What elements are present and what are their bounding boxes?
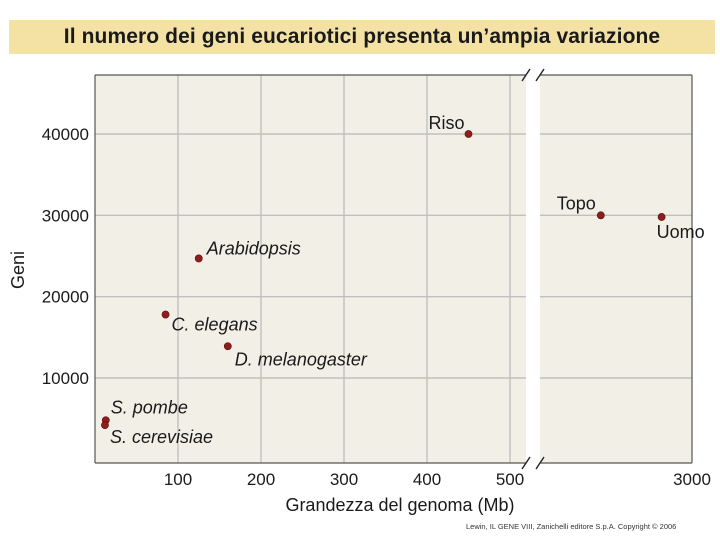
point-label-riso: Riso	[428, 113, 464, 133]
plot-area	[95, 75, 692, 463]
point-label-s-pombe: S. pombe	[111, 397, 188, 417]
chart-title: Il numero dei geni eucariotici presenta …	[63, 25, 661, 48]
y-tick-label: 10000	[42, 369, 89, 388]
x-axis-label: Grandezza del genoma (Mb)	[285, 495, 514, 515]
point-label-c-elegans: C. elegans	[172, 315, 258, 335]
data-point-riso	[464, 130, 473, 138]
title-band: Il numero dei geni eucariotici presenta …	[9, 20, 715, 54]
point-label-topo: Topo	[557, 193, 596, 213]
top-break-mark	[535, 68, 545, 82]
point-label-s-cerevisiae: S. cerevisiae	[110, 427, 213, 447]
top-break-mark	[521, 68, 531, 82]
data-point-uomo	[657, 213, 666, 221]
data-point-arabidopsis	[194, 254, 203, 263]
axis-break-band	[526, 73, 540, 465]
point-label-arabidopsis: Arabidopsis	[206, 238, 301, 258]
y-tick-label: 30000	[42, 206, 89, 225]
x-tick-label: 300	[330, 470, 358, 489]
x-tick-label: 400	[413, 470, 441, 489]
bottom-break-mark	[521, 456, 531, 470]
data-point-d-melanogaster	[223, 342, 232, 351]
x-tick-label: 100	[164, 470, 192, 489]
credit-line: Lewin, IL GENE VIII, Zanichelli editore …	[466, 522, 677, 531]
y-axis-label: Geni	[8, 251, 28, 289]
data-point-c-elegans	[161, 310, 170, 319]
x-tick-label: 200	[247, 470, 275, 489]
x-tick-label: 3000	[673, 470, 711, 489]
y-tick-label: 40000	[42, 125, 89, 144]
y-tick-label: 20000	[42, 288, 89, 307]
point-label-uomo: Uomo	[657, 222, 705, 242]
data-point-s-cerevisiae	[101, 421, 109, 430]
x-tick-label: 500	[496, 470, 524, 489]
bottom-break-mark	[535, 456, 545, 470]
point-label-d-melanogaster: D. melanogaster	[235, 349, 368, 369]
data-point-topo	[596, 211, 605, 220]
